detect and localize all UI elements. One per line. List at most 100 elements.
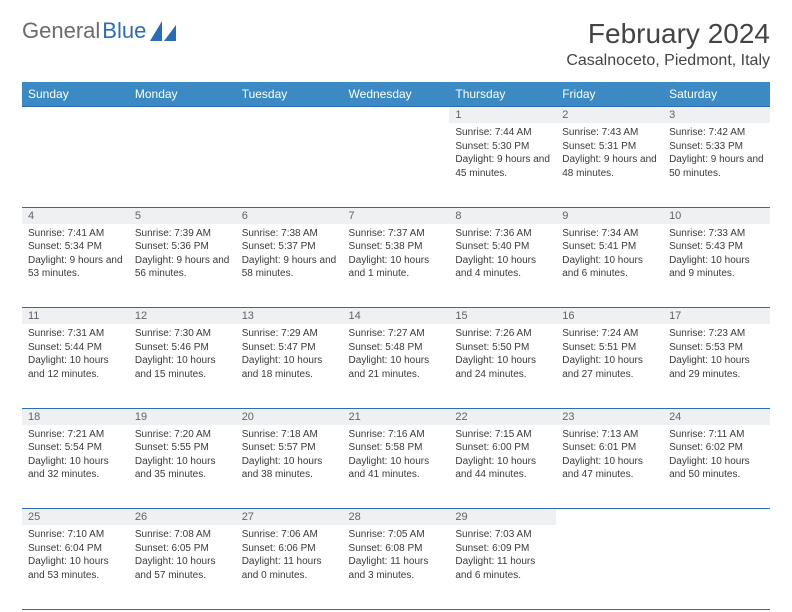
- day-number: 12: [129, 308, 236, 325]
- calendar-table: SundayMondayTuesdayWednesdayThursdayFrid…: [22, 82, 770, 610]
- location: Casalnoceto, Piedmont, Italy: [566, 52, 770, 70]
- day-details: Sunrise: 7:24 AMSunset: 5:51 PMDaylight:…: [556, 324, 663, 386]
- day-number: [663, 509, 770, 526]
- day-details: Sunrise: 7:30 AMSunset: 5:46 PMDaylight:…: [129, 324, 236, 386]
- weekday-header-row: SundayMondayTuesdayWednesdayThursdayFrid…: [22, 82, 770, 107]
- day-cell: Sunrise: 7:21 AMSunset: 5:54 PMDaylight:…: [22, 425, 129, 509]
- day-cell: Sunrise: 7:10 AMSunset: 6:04 PMDaylight:…: [22, 525, 129, 609]
- day-number: 11: [22, 308, 129, 325]
- day-details: Sunrise: 7:44 AMSunset: 5:30 PMDaylight:…: [449, 123, 556, 185]
- day-number: 5: [129, 207, 236, 224]
- month-title: February 2024: [566, 18, 770, 50]
- day-details: Sunrise: 7:36 AMSunset: 5:40 PMDaylight:…: [449, 224, 556, 286]
- day-details: Sunrise: 7:18 AMSunset: 5:57 PMDaylight:…: [236, 425, 343, 487]
- day-number: [236, 107, 343, 124]
- weekday-header: Thursday: [449, 82, 556, 107]
- day-details: Sunrise: 7:42 AMSunset: 5:33 PMDaylight:…: [663, 123, 770, 185]
- day-number: 4: [22, 207, 129, 224]
- day-details: Sunrise: 7:10 AMSunset: 6:04 PMDaylight:…: [22, 525, 129, 587]
- day-number: 23: [556, 408, 663, 425]
- day-number: 26: [129, 509, 236, 526]
- day-cell: Sunrise: 7:13 AMSunset: 6:01 PMDaylight:…: [556, 425, 663, 509]
- day-cell: Sunrise: 7:20 AMSunset: 5:55 PMDaylight:…: [129, 425, 236, 509]
- day-cell: Sunrise: 7:15 AMSunset: 6:00 PMDaylight:…: [449, 425, 556, 509]
- day-number: 18: [22, 408, 129, 425]
- day-number: [129, 107, 236, 124]
- day-cell: Sunrise: 7:18 AMSunset: 5:57 PMDaylight:…: [236, 425, 343, 509]
- weekday-header: Sunday: [22, 82, 129, 107]
- day-number: 22: [449, 408, 556, 425]
- day-cell: Sunrise: 7:03 AMSunset: 6:09 PMDaylight:…: [449, 525, 556, 609]
- day-number: 28: [343, 509, 450, 526]
- logo-sail-icon: [150, 21, 176, 41]
- daynum-row: 18192021222324: [22, 408, 770, 425]
- day-details: Sunrise: 7:27 AMSunset: 5:48 PMDaylight:…: [343, 324, 450, 386]
- day-cell: [663, 525, 770, 609]
- day-number: 24: [663, 408, 770, 425]
- daynum-row: 2526272829: [22, 509, 770, 526]
- day-content-row: Sunrise: 7:21 AMSunset: 5:54 PMDaylight:…: [22, 425, 770, 509]
- day-cell: [556, 525, 663, 609]
- weekday-header: Friday: [556, 82, 663, 107]
- day-details: Sunrise: 7:34 AMSunset: 5:41 PMDaylight:…: [556, 224, 663, 286]
- day-cell: Sunrise: 7:08 AMSunset: 6:05 PMDaylight:…: [129, 525, 236, 609]
- day-content-row: Sunrise: 7:31 AMSunset: 5:44 PMDaylight:…: [22, 324, 770, 408]
- title-block: February 2024 Casalnoceto, Piedmont, Ita…: [566, 18, 770, 70]
- day-content-row: Sunrise: 7:41 AMSunset: 5:34 PMDaylight:…: [22, 224, 770, 308]
- day-number: 14: [343, 308, 450, 325]
- daynum-row: 11121314151617: [22, 308, 770, 325]
- day-number: 27: [236, 509, 343, 526]
- weekday-header: Monday: [129, 82, 236, 107]
- day-number: 16: [556, 308, 663, 325]
- logo: GeneralBlue: [22, 18, 176, 44]
- day-number: 25: [22, 509, 129, 526]
- day-number: 2: [556, 107, 663, 124]
- daynum-row: 45678910: [22, 207, 770, 224]
- day-number: 8: [449, 207, 556, 224]
- day-cell: Sunrise: 7:33 AMSunset: 5:43 PMDaylight:…: [663, 224, 770, 308]
- day-number: 6: [236, 207, 343, 224]
- weekday-header: Saturday: [663, 82, 770, 107]
- day-details: Sunrise: 7:03 AMSunset: 6:09 PMDaylight:…: [449, 525, 556, 587]
- day-cell: Sunrise: 7:06 AMSunset: 6:06 PMDaylight:…: [236, 525, 343, 609]
- day-details: Sunrise: 7:06 AMSunset: 6:06 PMDaylight:…: [236, 525, 343, 587]
- day-number: 21: [343, 408, 450, 425]
- day-details: Sunrise: 7:05 AMSunset: 6:08 PMDaylight:…: [343, 525, 450, 587]
- day-details: Sunrise: 7:13 AMSunset: 6:01 PMDaylight:…: [556, 425, 663, 487]
- logo-text-blue: Blue: [102, 18, 146, 44]
- day-cell: Sunrise: 7:38 AMSunset: 5:37 PMDaylight:…: [236, 224, 343, 308]
- day-details: Sunrise: 7:23 AMSunset: 5:53 PMDaylight:…: [663, 324, 770, 386]
- day-number: [343, 107, 450, 124]
- day-cell: Sunrise: 7:37 AMSunset: 5:38 PMDaylight:…: [343, 224, 450, 308]
- day-number: 10: [663, 207, 770, 224]
- weekday-header: Wednesday: [343, 82, 450, 107]
- day-details: Sunrise: 7:15 AMSunset: 6:00 PMDaylight:…: [449, 425, 556, 487]
- day-cell: Sunrise: 7:41 AMSunset: 5:34 PMDaylight:…: [22, 224, 129, 308]
- day-number: 19: [129, 408, 236, 425]
- day-cell: Sunrise: 7:26 AMSunset: 5:50 PMDaylight:…: [449, 324, 556, 408]
- day-cell: Sunrise: 7:43 AMSunset: 5:31 PMDaylight:…: [556, 123, 663, 207]
- day-cell: Sunrise: 7:29 AMSunset: 5:47 PMDaylight:…: [236, 324, 343, 408]
- day-details: Sunrise: 7:39 AMSunset: 5:36 PMDaylight:…: [129, 224, 236, 286]
- day-number: 29: [449, 509, 556, 526]
- day-cell: Sunrise: 7:24 AMSunset: 5:51 PMDaylight:…: [556, 324, 663, 408]
- day-number: 7: [343, 207, 450, 224]
- weekday-header: Tuesday: [236, 82, 343, 107]
- day-cell: [343, 123, 450, 207]
- day-number: 17: [663, 308, 770, 325]
- day-details: Sunrise: 7:29 AMSunset: 5:47 PMDaylight:…: [236, 324, 343, 386]
- day-details: Sunrise: 7:37 AMSunset: 5:38 PMDaylight:…: [343, 224, 450, 286]
- day-details: Sunrise: 7:43 AMSunset: 5:31 PMDaylight:…: [556, 123, 663, 185]
- day-details: Sunrise: 7:38 AMSunset: 5:37 PMDaylight:…: [236, 224, 343, 286]
- day-content-row: Sunrise: 7:44 AMSunset: 5:30 PMDaylight:…: [22, 123, 770, 207]
- day-number: 20: [236, 408, 343, 425]
- day-cell: [236, 123, 343, 207]
- day-cell: Sunrise: 7:34 AMSunset: 5:41 PMDaylight:…: [556, 224, 663, 308]
- day-number: [556, 509, 663, 526]
- logo-text-gray: General: [22, 18, 100, 44]
- day-details: Sunrise: 7:08 AMSunset: 6:05 PMDaylight:…: [129, 525, 236, 587]
- day-number: 1: [449, 107, 556, 124]
- day-cell: Sunrise: 7:44 AMSunset: 5:30 PMDaylight:…: [449, 123, 556, 207]
- day-cell: Sunrise: 7:05 AMSunset: 6:08 PMDaylight:…: [343, 525, 450, 609]
- day-details: Sunrise: 7:41 AMSunset: 5:34 PMDaylight:…: [22, 224, 129, 286]
